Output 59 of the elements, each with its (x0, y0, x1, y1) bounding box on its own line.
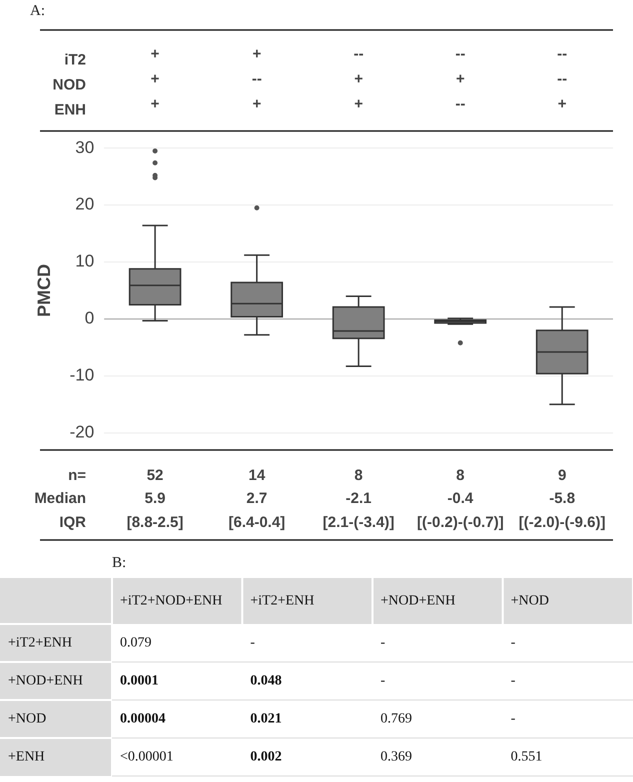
x-tick-label: +iT2+ENH (250, 594, 314, 609)
text: -2.1 (346, 490, 372, 508)
data-label: 0.0001 (120, 674, 158, 689)
chart-title: A: (30, 2, 45, 19)
y-tick-label: 30 (75, 138, 94, 157)
data-label: 0.551 (510, 750, 542, 765)
text: - (510, 674, 516, 689)
y-tick-label: +iT2+ENH (8, 636, 72, 651)
x-tick-label: -- + + (354, 46, 364, 113)
x-tick-label: + + + (150, 46, 160, 113)
x-tick-label: +NOD+ENH (380, 594, 456, 609)
y-tick-label: -20 (70, 422, 94, 442)
text: [(-2.0)-(-9.6)] (518, 514, 606, 532)
text: 52 (146, 467, 164, 484)
text: ENH (54, 102, 86, 119)
data-label: 0.00004 (120, 712, 166, 727)
data-label: 0.048 (250, 674, 282, 689)
y-tick-label: -10 (70, 366, 94, 385)
data-label: 0.021 (250, 712, 282, 727)
text: 8 (354, 467, 363, 484)
x-tick-label: -- + -- (455, 46, 466, 113)
data-label: 0.769 (380, 712, 412, 727)
y-tick-label: +NOD+ENH (8, 674, 83, 689)
text: Median (34, 490, 86, 508)
y-tick-label: 0 (84, 308, 94, 328)
y-tick-label: 10 (75, 252, 94, 271)
x-tick-label: -- -- + (557, 46, 568, 113)
text: [2.1-(-3.4)] (322, 514, 394, 532)
y-tick-label: 20 (75, 194, 94, 214)
text: n= (68, 467, 86, 484)
x-tick-label: +iT2+NOD+ENH (120, 594, 222, 609)
y-tick-label: +ENH (8, 750, 45, 765)
text: 9 (558, 467, 566, 484)
text: - (250, 636, 255, 651)
text: [6.4-0.4] (228, 514, 286, 532)
text: -5.8 (549, 490, 576, 508)
y-tick-label: +NOD (8, 712, 46, 727)
text: - (510, 636, 516, 651)
text: 14 (248, 467, 266, 484)
x-tick-label: +NOD (510, 594, 549, 609)
text: 5.9 (144, 490, 166, 508)
chart-title: B: (112, 554, 126, 571)
text: [(-0.2)-(-0.7)] (417, 514, 504, 532)
y-axis-title: PMCD (34, 264, 54, 317)
text: 8 (456, 467, 465, 484)
text: IQR (59, 514, 86, 532)
text: [8.8-2.5] (126, 514, 184, 532)
text: - (510, 712, 516, 727)
text: iT2 (64, 52, 86, 69)
data-label: 0.002 (250, 750, 282, 765)
text: NOD (52, 76, 86, 94)
text: - (380, 674, 386, 689)
text: 2.7 (246, 490, 268, 508)
text: -0.4 (447, 490, 474, 508)
text: - (380, 636, 386, 651)
x-tick-label: + -- + (252, 46, 262, 113)
data-label: 0.369 (380, 750, 412, 765)
data-label: 0.079 (120, 636, 152, 651)
text: <0.00001 (120, 750, 174, 765)
